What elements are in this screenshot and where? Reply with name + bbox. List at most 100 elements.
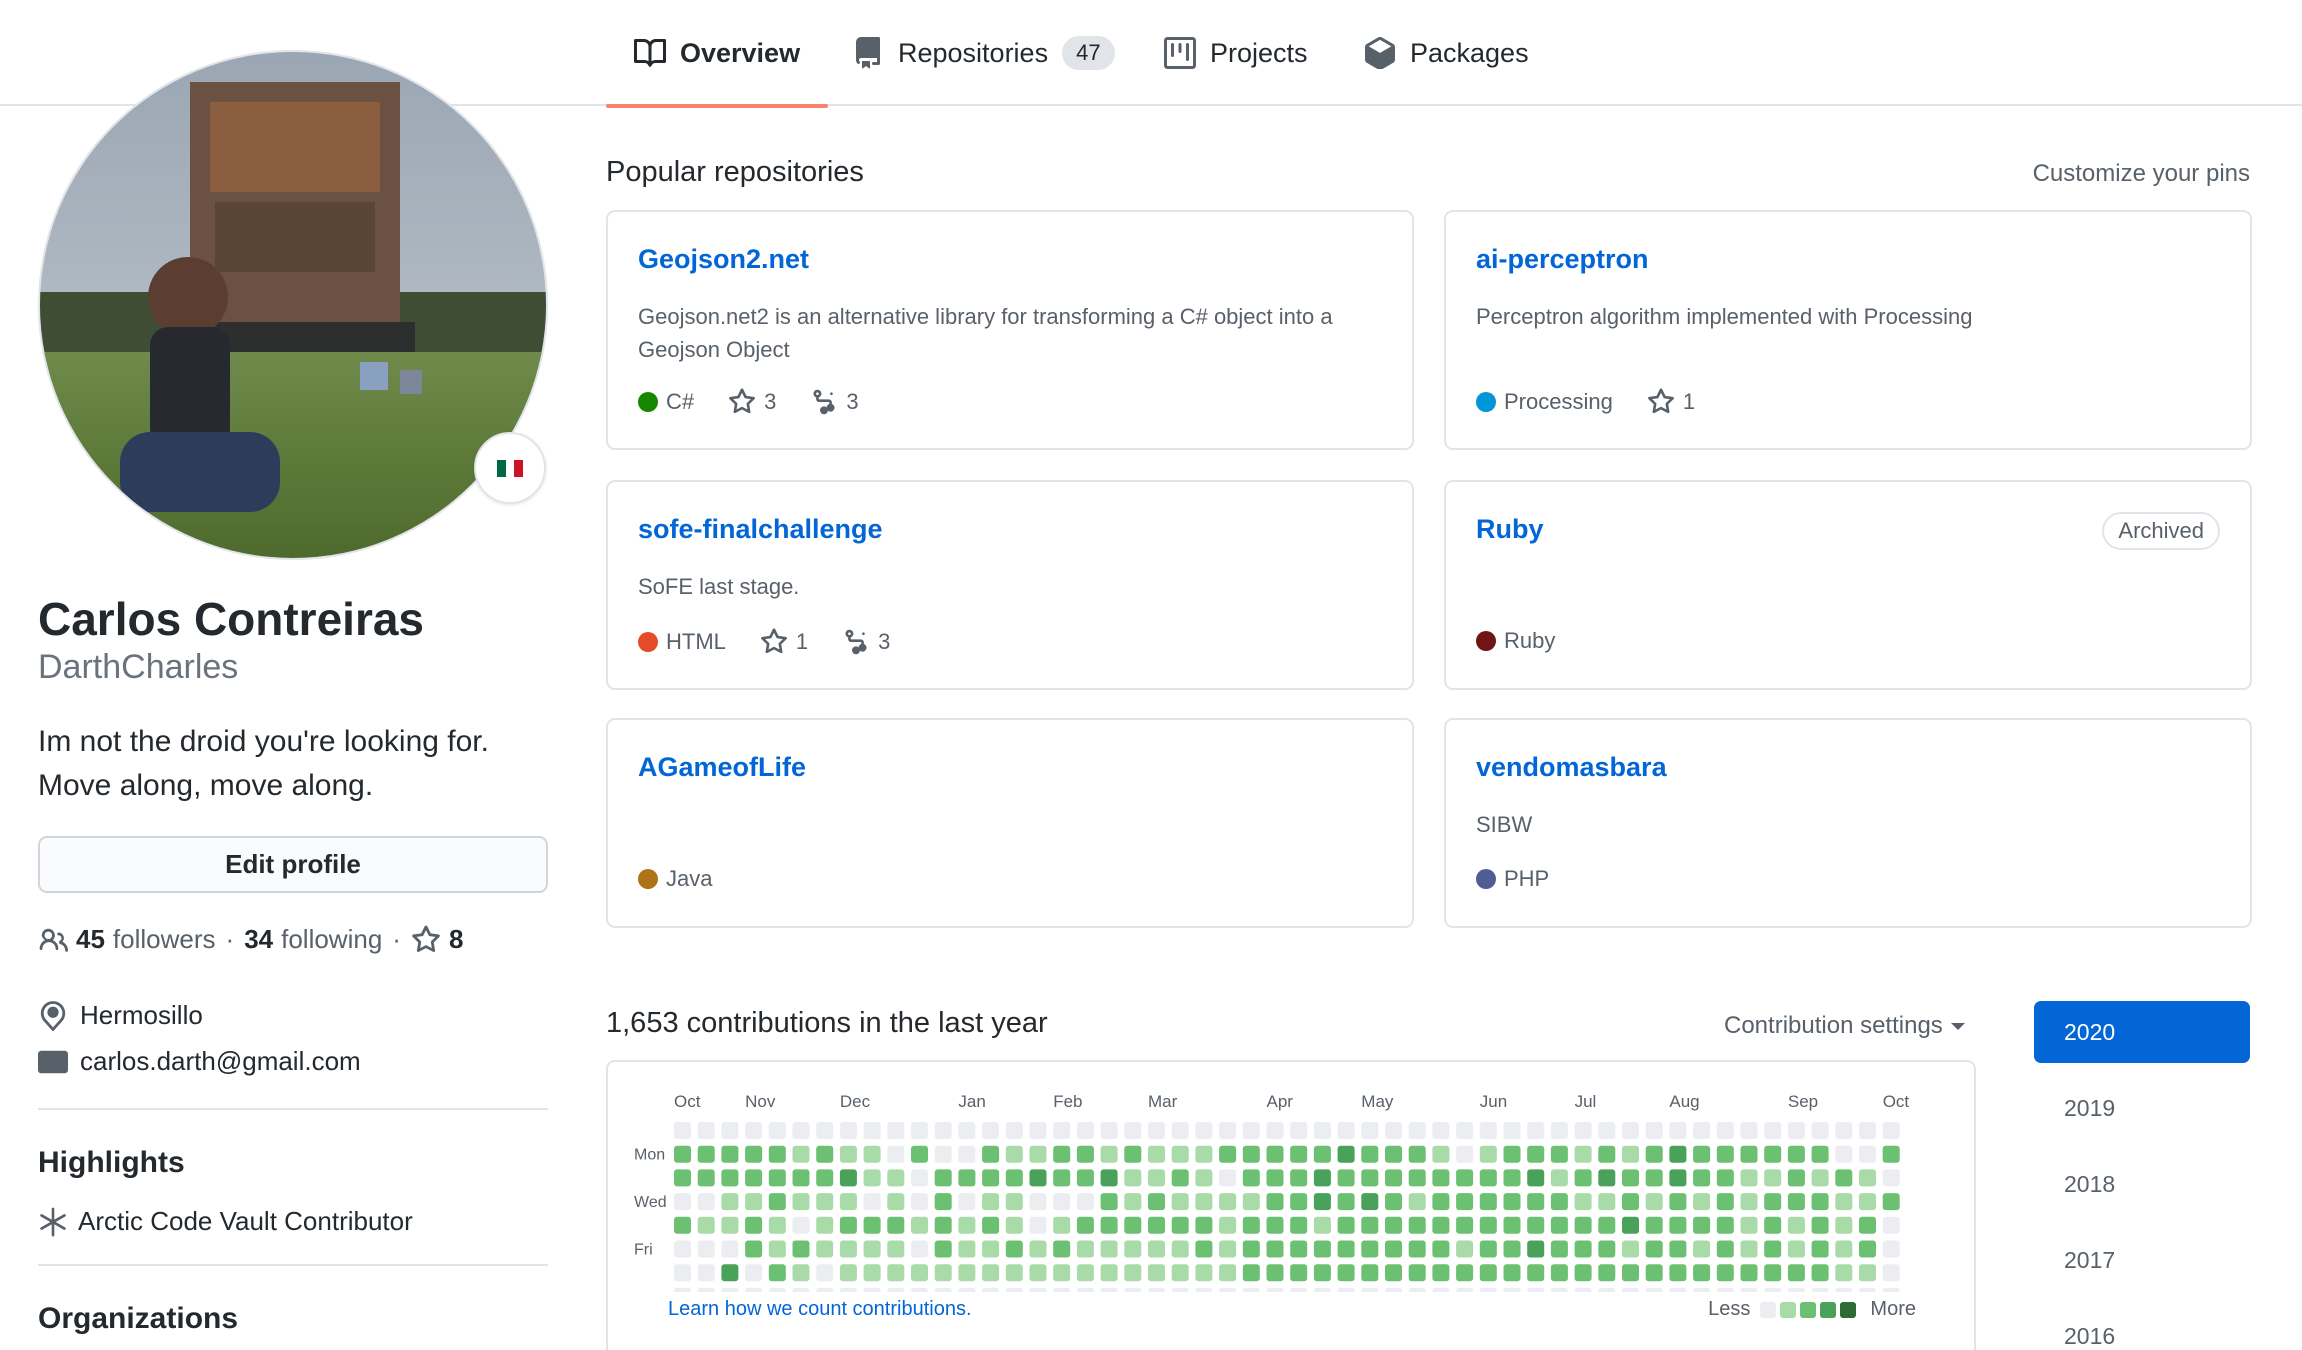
repo-stars-link[interactable]: 1 [1647, 388, 1695, 416]
status-emoji-button[interactable] [474, 432, 546, 504]
contribution-day[interactable] [1266, 1122, 1284, 1139]
followers-link[interactable]: 45 followers [76, 924, 216, 955]
contribution-day[interactable] [721, 1122, 739, 1139]
contribution-day[interactable] [934, 1240, 952, 1258]
contribution-day[interactable] [887, 1145, 905, 1163]
contribution-day[interactable] [1598, 1169, 1616, 1187]
contribution-day[interactable] [1266, 1216, 1284, 1234]
contribution-day[interactable] [1385, 1240, 1402, 1258]
contribution-day[interactable] [1527, 1264, 1545, 1282]
contribution-day[interactable] [1242, 1264, 1260, 1282]
customize-pins-link[interactable]: Customize your pins [2032, 160, 2250, 187]
contribution-day[interactable] [1219, 1145, 1237, 1163]
contribution-day[interactable] [1242, 1145, 1260, 1163]
contribution-day[interactable] [934, 1287, 952, 1292]
contribution-day[interactable] [1598, 1216, 1616, 1234]
contribution-day[interactable] [1337, 1193, 1355, 1211]
contribution-day[interactable] [1124, 1264, 1142, 1282]
contribution-day[interactable] [958, 1287, 976, 1292]
contribution-day[interactable] [1859, 1287, 1876, 1292]
contribution-day[interactable] [1219, 1240, 1237, 1258]
contribution-day[interactable] [1219, 1216, 1237, 1234]
contribution-day[interactable] [721, 1240, 739, 1258]
contribution-day[interactable] [863, 1193, 881, 1211]
contribution-day[interactable] [1669, 1287, 1687, 1292]
contribution-day[interactable] [697, 1193, 715, 1211]
contribution-day[interactable] [1029, 1145, 1047, 1163]
contribution-day[interactable] [1053, 1240, 1071, 1258]
contribution-day[interactable] [816, 1240, 834, 1258]
contribution-day[interactable] [745, 1216, 763, 1234]
contribution-day[interactable] [816, 1264, 834, 1282]
contribution-day[interactable] [1029, 1193, 1047, 1211]
contribution-day[interactable] [1811, 1145, 1829, 1163]
contribution-day[interactable] [1669, 1240, 1687, 1258]
contribution-day[interactable] [1124, 1193, 1142, 1211]
contribution-day[interactable] [1266, 1264, 1284, 1282]
contribution-day[interactable] [1148, 1145, 1165, 1163]
contribution-day[interactable] [1005, 1240, 1023, 1258]
contribution-day[interactable] [1076, 1122, 1094, 1139]
contribution-day[interactable] [911, 1145, 928, 1163]
contribution-day[interactable] [1408, 1169, 1426, 1187]
contribution-day[interactable] [768, 1240, 786, 1258]
contribution-day[interactable] [1290, 1264, 1308, 1282]
contribution-day[interactable] [863, 1240, 881, 1258]
contribution-day[interactable] [1385, 1287, 1402, 1292]
contribution-day[interactable] [1550, 1240, 1568, 1258]
stars-link[interactable]: 8 [411, 924, 471, 955]
contribution-day[interactable] [1005, 1287, 1023, 1292]
contribution-day[interactable] [1053, 1145, 1071, 1163]
contribution-day[interactable] [1313, 1122, 1331, 1139]
contribution-day[interactable] [1693, 1145, 1711, 1163]
repo-stars-link[interactable]: 1 [760, 628, 808, 656]
contribution-day[interactable] [958, 1216, 976, 1234]
contribution-day[interactable] [1622, 1287, 1639, 1292]
contribution-day[interactable] [1076, 1287, 1094, 1292]
contribution-day[interactable] [1598, 1287, 1616, 1292]
contribution-day[interactable] [1716, 1264, 1734, 1282]
contribution-day[interactable] [1787, 1193, 1805, 1211]
contribution-day[interactable] [721, 1145, 739, 1163]
contribution-day[interactable] [1574, 1287, 1592, 1292]
contribution-day[interactable] [674, 1216, 691, 1234]
contribution-day[interactable] [1076, 1169, 1094, 1187]
contribution-day[interactable] [1859, 1216, 1876, 1234]
contribution-day[interactable] [1456, 1169, 1474, 1187]
contribution-day[interactable] [1432, 1287, 1450, 1292]
contribution-day[interactable] [1337, 1240, 1355, 1258]
contribution-day[interactable] [792, 1193, 810, 1211]
contribution-day[interactable] [1574, 1169, 1592, 1187]
contribution-day[interactable] [1432, 1264, 1450, 1282]
contribution-day[interactable] [1029, 1240, 1047, 1258]
contribution-day[interactable] [1171, 1122, 1189, 1139]
contribution-day[interactable] [816, 1216, 834, 1234]
contribution-day[interactable] [1622, 1240, 1639, 1258]
contribution-day[interactable] [1550, 1122, 1568, 1139]
contribution-day[interactable] [1408, 1240, 1426, 1258]
contribution-day[interactable] [1574, 1216, 1592, 1234]
contribution-day[interactable] [1479, 1264, 1497, 1282]
contribution-day[interactable] [839, 1122, 857, 1139]
contribution-day[interactable] [1005, 1145, 1023, 1163]
contribution-day[interactable] [1076, 1145, 1094, 1163]
contribution-day[interactable] [1503, 1169, 1521, 1187]
contribution-day[interactable] [1882, 1122, 1900, 1139]
contribution-day[interactable] [1361, 1216, 1379, 1234]
contribution-day[interactable] [1195, 1216, 1213, 1234]
contribution-day[interactable] [1337, 1287, 1355, 1292]
contribution-day[interactable] [1859, 1264, 1876, 1282]
contribution-day[interactable] [1290, 1287, 1308, 1292]
contribution-day[interactable] [1266, 1193, 1284, 1211]
contribution-day[interactable] [816, 1122, 834, 1139]
contribution-day[interactable] [839, 1216, 857, 1234]
contribution-day[interactable] [982, 1193, 1000, 1211]
contribution-day[interactable] [1574, 1193, 1592, 1211]
contribution-day[interactable] [1053, 1122, 1071, 1139]
contribution-day[interactable] [1290, 1145, 1308, 1163]
contribution-day[interactable] [1740, 1240, 1758, 1258]
contribution-day[interactable] [1171, 1169, 1189, 1187]
contribution-day[interactable] [1503, 1122, 1521, 1139]
contribution-day[interactable] [1242, 1240, 1260, 1258]
year-link[interactable]: 2018 [2064, 1171, 2116, 1197]
